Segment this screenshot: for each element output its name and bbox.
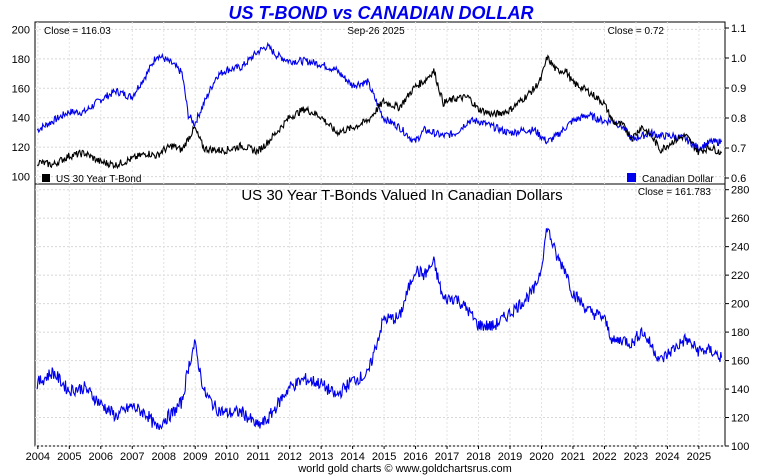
x-tick-label: 2022 bbox=[592, 451, 616, 463]
x-tick-label: 2020 bbox=[529, 451, 553, 463]
x-axis: 2004 2005 2006 2007 2008 2009 2010 2011 2012 2013… bbox=[26, 22, 711, 463]
left-tick-label: 200 bbox=[12, 24, 30, 36]
legend-tbond-swatch bbox=[42, 174, 50, 182]
top-left-axis: 200 180 160 140 120 100 bbox=[12, 24, 30, 183]
bottom-right-axis: 280 260 240 220 200 180 160 140 120 100 bbox=[725, 185, 749, 453]
bottom-right-tick-label: 180 bbox=[731, 327, 749, 339]
x-tick-label: 2005 bbox=[57, 451, 81, 463]
tbond-line bbox=[36, 54, 722, 170]
top-right-axis: 1.1 1.0 0.9 0.8 0.7 0.6 bbox=[725, 23, 746, 185]
bottom-right-tick-label: 100 bbox=[731, 441, 749, 453]
left-tick-label: 160 bbox=[12, 83, 30, 95]
x-tick-label: 2007 bbox=[120, 451, 144, 463]
footer-credit: world gold charts © www.goldchartsrus.co… bbox=[297, 463, 512, 475]
x-tick-label: 2024 bbox=[655, 451, 679, 463]
close-left-label: Close = 116.03 bbox=[44, 26, 111, 37]
x-tick-label: 2010 bbox=[214, 451, 238, 463]
right-tick-label: 0.6 bbox=[731, 173, 746, 185]
chart-title: US T-BOND vs CANADIAN DOLLAR bbox=[228, 3, 533, 23]
x-tick-label: 2014 bbox=[340, 451, 364, 463]
bottom-close-label: Close = 161.783 bbox=[638, 187, 712, 198]
right-tick-label: 1.0 bbox=[731, 53, 746, 65]
left-tick-label: 180 bbox=[12, 54, 30, 66]
right-tick-label: 0.7 bbox=[731, 143, 746, 155]
left-tick-label: 140 bbox=[12, 113, 30, 125]
top-panel-grid bbox=[35, 28, 725, 178]
legend-cad-label: Canadian Dollar bbox=[642, 174, 714, 185]
right-tick-label: 1.1 bbox=[731, 23, 746, 35]
left-tick-label: 120 bbox=[12, 142, 30, 154]
x-tick-label: 2013 bbox=[309, 451, 333, 463]
x-tick-label: 2009 bbox=[183, 451, 207, 463]
tbond-in-cad-line bbox=[36, 227, 723, 431]
date-label: Sep-26 2025 bbox=[347, 26, 405, 37]
x-tick-label: 2004 bbox=[26, 451, 50, 463]
x-tick-label: 2011 bbox=[246, 451, 270, 463]
x-tick-label: 2021 bbox=[561, 451, 585, 463]
bottom-right-tick-label: 260 bbox=[731, 213, 749, 225]
x-tick-label: 2019 bbox=[498, 451, 522, 463]
right-tick-label: 0.8 bbox=[731, 113, 746, 125]
bottom-right-tick-label: 240 bbox=[731, 242, 749, 254]
right-tick-label: 0.9 bbox=[731, 83, 746, 95]
left-tick-label: 100 bbox=[12, 172, 30, 184]
legend-tbond-label: US 30 Year T-Bond bbox=[56, 174, 141, 185]
x-tick-label: 2008 bbox=[152, 451, 176, 463]
bottom-right-tick-label: 200 bbox=[731, 299, 749, 311]
bottom-panel-series bbox=[36, 227, 723, 431]
close-right-label: Close = 0.72 bbox=[608, 26, 665, 37]
bottom-right-tick-label: 160 bbox=[731, 356, 749, 368]
bottom-chart-title: US 30 Year T-Bonds Valued In Canadian Do… bbox=[241, 187, 562, 204]
x-tick-label: 2025 bbox=[687, 451, 711, 463]
legend-cad-swatch bbox=[627, 173, 636, 182]
x-tick-label: 2023 bbox=[624, 451, 648, 463]
bottom-right-tick-label: 280 bbox=[731, 185, 749, 197]
cad-line bbox=[36, 41, 723, 154]
bottom-panel-grid bbox=[35, 189, 725, 447]
bottom-right-tick-label: 120 bbox=[731, 413, 749, 425]
x-tick-label: 2017 bbox=[435, 451, 459, 463]
bottom-right-tick-label: 220 bbox=[731, 270, 749, 282]
x-tick-label: 2015 bbox=[372, 451, 396, 463]
bottom-right-tick-label: 140 bbox=[731, 384, 749, 396]
x-tick-label: 2016 bbox=[403, 451, 427, 463]
top-panel-series bbox=[36, 41, 723, 170]
x-tick-label: 2012 bbox=[277, 451, 301, 463]
x-tick-label: 2006 bbox=[89, 451, 113, 463]
x-tick-label: 2018 bbox=[466, 451, 490, 463]
